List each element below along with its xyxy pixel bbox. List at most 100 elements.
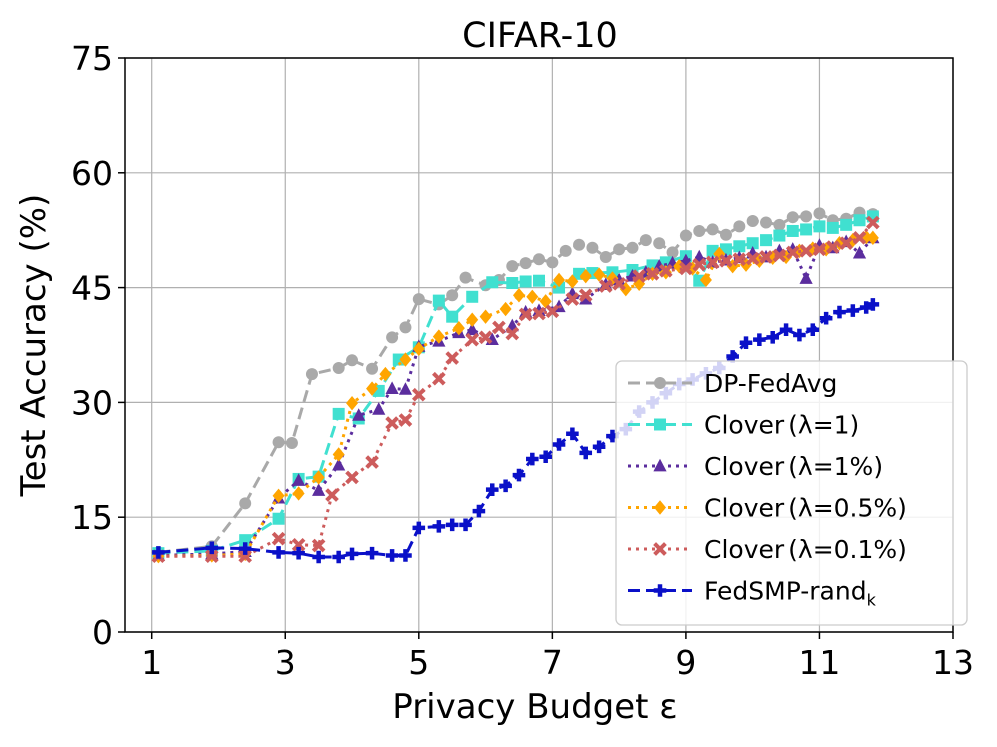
data-point [505, 326, 520, 341]
data-point [833, 305, 846, 319]
data-point [785, 245, 800, 260]
data-point [445, 351, 460, 365]
data-point [800, 210, 813, 223]
data-point [759, 250, 773, 264]
data-point [693, 224, 706, 237]
data-point [653, 542, 667, 556]
data-point [799, 244, 813, 258]
legend-label-main: DP-FedAvg [704, 369, 837, 398]
series-line [158, 303, 874, 559]
data-point [733, 240, 746, 253]
data-point [533, 274, 545, 287]
legend-entry: DP-FedAvg [628, 369, 837, 398]
data-point [573, 238, 586, 251]
data-point [613, 243, 626, 256]
x-tick-label: 13 [932, 643, 974, 682]
x-tick-label: 7 [542, 643, 563, 682]
data-point [412, 341, 425, 357]
data-point [705, 255, 720, 270]
data-point [445, 518, 459, 532]
data-point [305, 368, 318, 381]
data-point [152, 546, 165, 559]
data-point [566, 274, 579, 289]
data-point [345, 470, 359, 485]
data-point [292, 486, 305, 501]
data-point [840, 218, 853, 231]
data-point [806, 323, 820, 336]
data-point [272, 488, 285, 503]
data-point [479, 309, 492, 324]
data-point [599, 250, 612, 263]
data-point [291, 537, 306, 552]
data-point [645, 267, 660, 281]
legend-entry: Clover (λ=0.5%) [628, 494, 907, 523]
data-point [612, 276, 626, 291]
data-point [332, 550, 345, 564]
x-tick-label: 1 [141, 643, 162, 682]
data-point [846, 304, 860, 317]
data-point [732, 252, 747, 267]
legend-label: FedSMP-randk [704, 577, 877, 610]
data-point [379, 366, 392, 382]
data-point [745, 251, 760, 266]
data-point [472, 504, 486, 518]
data-point [719, 228, 732, 241]
data-point [639, 234, 652, 247]
data-point [239, 497, 252, 510]
data-point [679, 261, 693, 276]
data-point [813, 207, 826, 220]
data-point [699, 272, 712, 288]
data-point [533, 253, 545, 266]
data-point [578, 288, 593, 303]
data-point [654, 418, 666, 431]
data-point [506, 260, 519, 273]
data-point [773, 229, 786, 242]
data-point [332, 457, 346, 471]
legend-label-main: FedSMP-rand [704, 577, 867, 606]
legend-label-param: (λ=0.1%) [788, 535, 907, 564]
data-point [385, 549, 399, 562]
data-point [345, 547, 359, 561]
data-point [446, 310, 459, 323]
data-point [292, 473, 306, 486]
data-point [519, 257, 532, 270]
data-point [512, 288, 525, 303]
data-point [486, 276, 499, 289]
data-point [385, 381, 399, 395]
data-point [826, 221, 839, 234]
data-point [465, 322, 479, 336]
legend-entry: Clover (λ=0.1%) [628, 535, 907, 564]
data-point [659, 263, 673, 278]
data-point [312, 483, 326, 496]
data-point [526, 289, 539, 304]
data-point [452, 320, 465, 336]
data-point [292, 546, 305, 560]
data-point [285, 436, 298, 449]
data-point [205, 541, 219, 555]
data-point [653, 458, 667, 472]
data-point [399, 321, 412, 334]
legend-label: Clover (λ=1) [704, 411, 859, 440]
legend-label: Clover (λ=0.5%) [704, 494, 907, 523]
data-point [332, 361, 345, 374]
data-point [499, 479, 512, 493]
data-point [366, 362, 379, 375]
data-point [812, 242, 827, 257]
series-4 [151, 215, 880, 564]
data-point [786, 224, 799, 237]
data-point [825, 240, 840, 254]
data-point [271, 531, 286, 546]
data-point [478, 330, 493, 345]
data-point [786, 211, 799, 224]
legend-label-param: (λ=0.5%) [788, 494, 907, 523]
data-point [586, 241, 599, 254]
data-point [365, 546, 379, 560]
data-point [238, 542, 252, 555]
data-point [386, 331, 399, 344]
data-point [446, 289, 459, 302]
data-point [653, 237, 666, 250]
data-point [833, 236, 846, 251]
data-point [852, 231, 867, 245]
